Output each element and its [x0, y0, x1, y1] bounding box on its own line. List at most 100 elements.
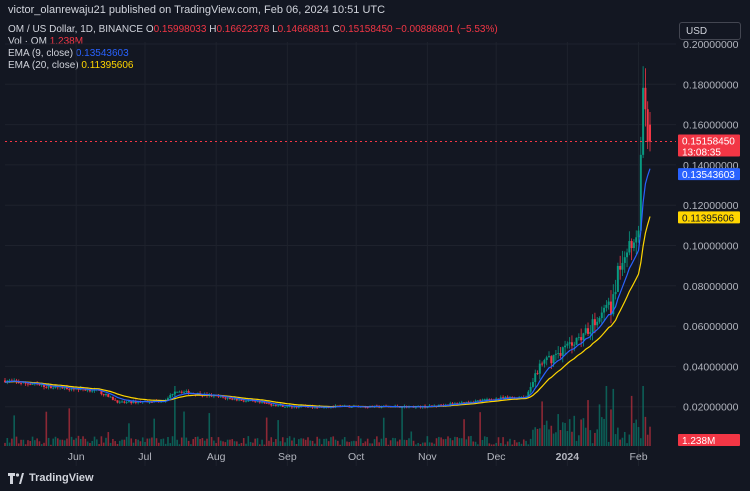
volume-tag-text: 1.238M: [682, 436, 715, 447]
volume-bar: [190, 444, 192, 446]
volume-bar: [194, 436, 197, 446]
candlesticks: [4, 66, 651, 410]
candle-body: [45, 386, 48, 388]
candle-body: [88, 389, 91, 392]
candle-body: [630, 241, 633, 249]
volume-bar: [157, 442, 160, 446]
candle-body: [465, 401, 468, 404]
candle-body: [118, 401, 121, 403]
candle-body: [401, 407, 404, 409]
volume-bar: [350, 441, 353, 446]
y-tick-label: 0.20000000: [683, 39, 739, 51]
volume-bar: [144, 441, 146, 446]
volume-bar: [474, 441, 477, 446]
volume-bar: [477, 444, 479, 446]
last-price-tag-text: 0.15158450: [682, 137, 735, 148]
candle-body: [639, 154, 642, 231]
volume-bar: [277, 420, 279, 446]
candle-body: [481, 399, 484, 401]
volume-bar: [539, 428, 541, 446]
volume-bar: [36, 438, 38, 446]
volume-bar: [495, 442, 498, 446]
candle-body: [290, 406, 293, 408]
ema9-label: EMA (9, close): [8, 48, 74, 59]
volume-bar: [337, 440, 339, 446]
volume-legend-row[interactable]: Vol · OM 1.238M: [8, 36, 498, 48]
x-tick-label: Feb: [629, 451, 647, 463]
volume-bar: [378, 442, 380, 446]
volume-bar: [451, 440, 454, 446]
volume-bar: [355, 441, 357, 446]
volume-bar: [263, 444, 266, 446]
volume-bar: [346, 441, 348, 446]
volume-bar: [316, 436, 318, 446]
volume-bar: [66, 438, 68, 446]
candle-body: [460, 402, 463, 404]
volume-bar: [573, 415, 576, 446]
volume-bar: [619, 439, 621, 446]
volume-bar: [566, 431, 569, 446]
volume-bar: [314, 443, 316, 446]
volume-bar: [575, 440, 578, 446]
volume-bar: [525, 440, 527, 446]
last-price-tag-bg: [678, 134, 740, 157]
chart-legend: OM / US Dollar, 1D, BINANCE O0.15998033 …: [8, 24, 498, 72]
tradingview-footer[interactable]: TradingView: [8, 472, 94, 484]
volume-bar: [617, 427, 619, 446]
volume-bar: [45, 411, 48, 446]
candle-body: [123, 401, 126, 403]
candle-body: [258, 401, 261, 403]
volume-bar: [561, 422, 564, 446]
volume-bar: [435, 438, 438, 446]
volume-bar: [584, 427, 587, 446]
candle-body: [130, 401, 133, 404]
volume-bar: [440, 437, 442, 446]
currency-button[interactable]: USD: [679, 22, 741, 40]
candle-body: [279, 405, 282, 406]
volume-bar: [550, 425, 553, 446]
volume-bar: [376, 436, 378, 446]
candle-body: [451, 403, 454, 405]
close-value: 0.15158450: [339, 24, 393, 35]
volume-bar: [63, 440, 66, 446]
candle-body: [626, 252, 629, 258]
candle-body: [504, 396, 507, 399]
volume-bar: [224, 442, 227, 446]
high-label: H: [209, 24, 217, 35]
candle-body: [637, 230, 640, 238]
volume-bars: [4, 386, 651, 446]
volume-bar: [201, 438, 204, 446]
ema20-legend-row[interactable]: EMA (20, close) 0.11395606: [8, 60, 498, 72]
candle-body: [545, 357, 548, 361]
volume-bar: [644, 416, 647, 446]
volume-bar: [275, 439, 277, 446]
candle-body: [107, 394, 110, 397]
volume-bar: [293, 437, 296, 446]
y-tick-label: 0.08000000: [683, 281, 739, 293]
candle-body: [313, 407, 316, 409]
volume-bar: [421, 442, 424, 446]
candle-body: [249, 400, 252, 402]
candle-body: [582, 333, 585, 341]
volume-bar: [307, 437, 309, 446]
volume-bar: [628, 434, 631, 446]
candle-body: [277, 405, 280, 407]
volume-bar: [343, 437, 346, 446]
candle-body: [132, 401, 135, 404]
volume-bar: [403, 439, 406, 446]
volume-bar: [357, 436, 360, 446]
volume-bar: [98, 444, 100, 446]
candle-body: [564, 345, 567, 348]
symbol-label[interactable]: OM / US Dollar, 1D, BINANCE: [8, 24, 144, 35]
volume-bar: [183, 411, 185, 446]
volume-bar: [171, 436, 174, 446]
candle-body: [463, 402, 466, 404]
volume-bar: [472, 441, 475, 446]
candle-body: [591, 319, 594, 332]
candle-body: [506, 396, 509, 398]
candle-body: [272, 405, 275, 406]
volume-bar: [176, 439, 178, 446]
ema20-price-tag: 0.11395606: [678, 211, 740, 224]
ema9-legend-row[interactable]: EMA (9, close) 0.13543603: [8, 48, 498, 60]
